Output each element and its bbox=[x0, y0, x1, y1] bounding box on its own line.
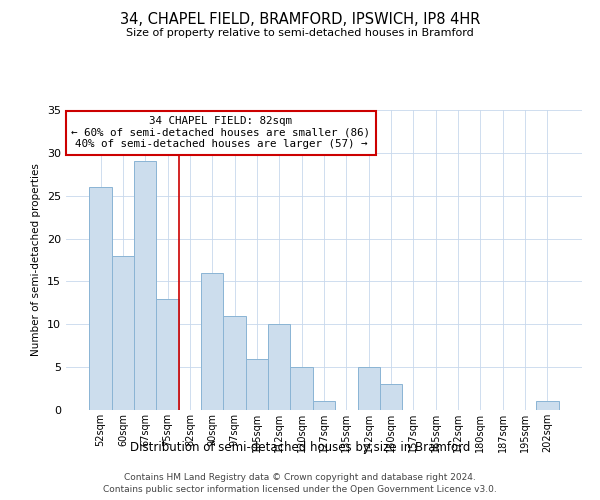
Bar bbox=[89, 187, 112, 410]
Bar bbox=[380, 384, 402, 410]
Bar bbox=[223, 316, 246, 410]
Bar bbox=[157, 298, 179, 410]
Bar bbox=[313, 402, 335, 410]
Text: Contains HM Land Registry data © Crown copyright and database right 2024.: Contains HM Land Registry data © Crown c… bbox=[124, 473, 476, 482]
Bar bbox=[536, 402, 559, 410]
Bar bbox=[358, 367, 380, 410]
Bar bbox=[201, 273, 223, 410]
Text: Distribution of semi-detached houses by size in Bramford: Distribution of semi-detached houses by … bbox=[130, 441, 470, 454]
Y-axis label: Number of semi-detached properties: Number of semi-detached properties bbox=[31, 164, 41, 356]
Text: Contains public sector information licensed under the Open Government Licence v3: Contains public sector information licen… bbox=[103, 484, 497, 494]
Bar bbox=[246, 358, 268, 410]
Bar bbox=[290, 367, 313, 410]
Bar bbox=[134, 162, 157, 410]
Text: Size of property relative to semi-detached houses in Bramford: Size of property relative to semi-detach… bbox=[126, 28, 474, 38]
Text: 34, CHAPEL FIELD, BRAMFORD, IPSWICH, IP8 4HR: 34, CHAPEL FIELD, BRAMFORD, IPSWICH, IP8… bbox=[120, 12, 480, 28]
Bar bbox=[268, 324, 290, 410]
Bar bbox=[112, 256, 134, 410]
Text: 34 CHAPEL FIELD: 82sqm
← 60% of semi-detached houses are smaller (86)
40% of sem: 34 CHAPEL FIELD: 82sqm ← 60% of semi-det… bbox=[71, 116, 370, 149]
